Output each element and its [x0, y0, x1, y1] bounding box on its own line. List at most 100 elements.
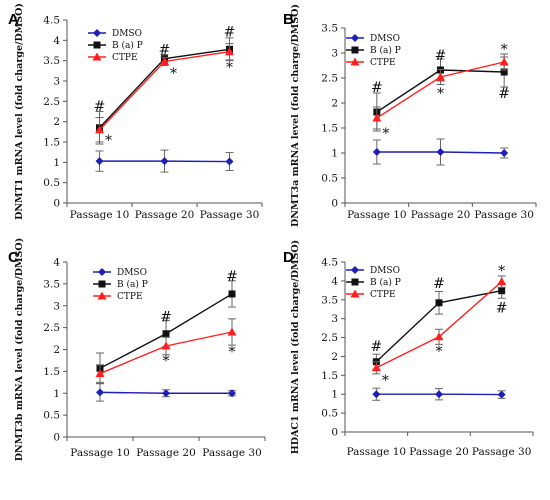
legend-marker [351, 278, 359, 286]
y-tick-label: 3 [53, 300, 60, 312]
data-point [436, 148, 445, 156]
data-point [497, 277, 507, 286]
series-diamond [96, 383, 236, 402]
legend-label: CTPE [370, 290, 396, 300]
data-point [372, 148, 381, 156]
panel-letter: A [8, 11, 19, 28]
significance-marker: # [94, 99, 106, 115]
y-tick-label: 0 [53, 198, 60, 210]
data-point [435, 299, 443, 307]
x-tick-label: Passage 30 [200, 209, 260, 221]
y-tick-label: 4 [53, 35, 60, 47]
significance-marker: # [159, 42, 171, 58]
x-tick-label: Passage 30 [202, 447, 262, 459]
y-tick-label: 0 [331, 198, 338, 210]
series-triangle [372, 53, 509, 130]
y-tick-label: 2 [331, 351, 338, 363]
series-diamond [372, 387, 506, 401]
significance-marker: # [435, 48, 447, 64]
significance-marker: # [370, 339, 382, 355]
significance-marker: * [498, 263, 505, 279]
significance-marker: * [170, 66, 177, 82]
data-point [499, 57, 509, 66]
panel-letter: C [8, 249, 19, 266]
y-axis-title: DNMT1 mRNA level (fold charge/DMSO) [14, 3, 25, 220]
x-tick-label: Passage 10 [347, 209, 407, 221]
x-tick-label: Passage 20 [411, 209, 471, 221]
legend-label: B (a) P [370, 45, 401, 56]
legend-label: DMSO [370, 34, 400, 44]
y-tick-label: 1.5 [43, 366, 60, 378]
data-point [227, 327, 237, 336]
panel-letter: D [283, 249, 294, 266]
chart-panel-a: A 0 0.5 1 1.5 2 2.5 3 3.5 4 4.5 Passage 10 Passage 2… [8, 3, 263, 221]
x-tick-label: Passage 30 [474, 209, 534, 221]
y-tick-label: 3.5 [43, 55, 60, 67]
y-tick-label: 3.5 [321, 294, 338, 306]
y-tick-label: 1 [53, 157, 60, 169]
y-tick-label: 3.5 [43, 278, 60, 290]
series-diamond [372, 138, 509, 166]
significance-marker: * [163, 353, 170, 369]
data-point [371, 363, 381, 372]
legend-label: CTPE [117, 292, 143, 302]
data-point [96, 388, 104, 397]
significance-marker: * [105, 133, 112, 149]
y-axis-title: HDAC1 mRNA level (fold charge/DMSO) [290, 240, 301, 454]
data-point [435, 390, 443, 399]
y-tick-label: 3 [331, 313, 338, 325]
y-tick-label: 1 [331, 389, 338, 401]
legend-marker [351, 266, 359, 274]
legend-label: DMSO [370, 266, 400, 276]
y-tick-label: 3 [331, 48, 338, 60]
legend-marker [98, 268, 106, 276]
legend-label: DMSO [117, 268, 147, 278]
series-triangle [95, 43, 234, 143]
legend-marker [351, 34, 359, 42]
legend-label: B (a) P [370, 277, 401, 288]
chart-panel-d: D 0 0.5 1 1.5 2 2.5 3 3.5 4 4.5 Passage 10 Passage 2… [283, 240, 534, 458]
data-point [95, 369, 105, 378]
chart-panel-b: B 0 0.5 1 1.5 2 2.5 3 3.5 Passage 10 Passage 20 Pas… [283, 4, 537, 227]
series-triangle [95, 318, 237, 383]
legend-label: DMSO [112, 29, 142, 39]
legend-label: CTPE [112, 53, 138, 63]
data-point [228, 290, 236, 298]
data-point [500, 68, 508, 76]
significance-marker: * [437, 86, 444, 102]
x-tick-label: Passage 10 [347, 446, 407, 458]
x-tick-label: Passage 20 [136, 447, 196, 459]
data-point [225, 157, 234, 166]
significance-marker: # [496, 300, 508, 316]
x-tick-label: Passage 30 [472, 446, 532, 458]
legend-marker [97, 291, 107, 300]
y-tick-label: 0.5 [43, 410, 60, 422]
data-point [160, 157, 169, 166]
significance-marker: # [371, 80, 383, 96]
y-tick-label: 3 [53, 76, 60, 88]
legend-label: B (a) P [112, 40, 143, 51]
y-tick-label: 1.5 [321, 370, 338, 382]
y-tick-label: 2 [53, 116, 60, 128]
series-triangle [371, 275, 507, 375]
y-tick-label: 1 [53, 388, 60, 400]
significance-marker: * [226, 60, 233, 76]
legend-marker [92, 52, 102, 61]
x-tick-label: Passage 10 [70, 209, 130, 221]
data-point [436, 72, 445, 81]
significance-marker: * [229, 345, 236, 361]
y-axis-title: DNMT3a mRNA level (fold charge/DMSO) [290, 4, 301, 227]
data-point [161, 341, 171, 350]
chart-panel-c: C 0 0.5 1 1.5 2 2.5 3 3.5 4 Passage 10 Passage 20 Pa… [8, 238, 266, 461]
y-tick-label: 4 [53, 257, 60, 269]
legend-marker [93, 29, 101, 37]
x-tick-label: Passage 20 [135, 209, 195, 221]
x-tick-label: Passage 10 [70, 447, 130, 459]
significance-marker: * [382, 373, 389, 389]
y-tick-label: 1.5 [321, 123, 338, 135]
